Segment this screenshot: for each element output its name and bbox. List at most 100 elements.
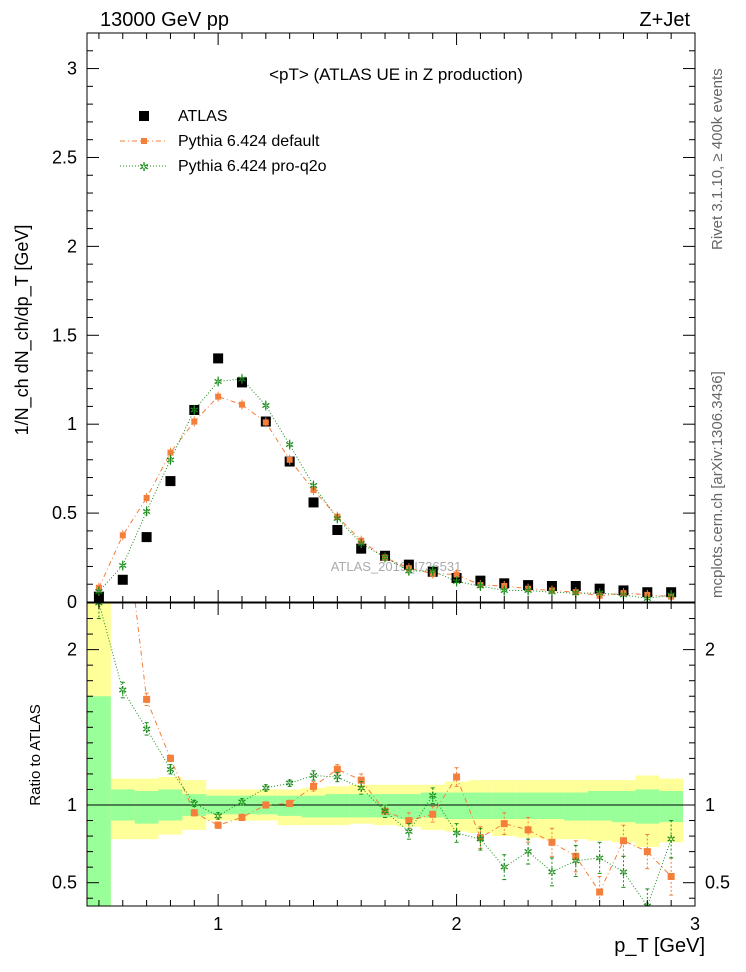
ratio-default-point xyxy=(453,773,461,781)
proq2o-data-point: ✲ xyxy=(118,561,127,573)
ratio-proq2o-point: ✲ xyxy=(309,770,318,782)
proq2o-data-point: ✲ xyxy=(333,513,342,525)
default-data-point xyxy=(453,571,460,578)
legend-label-default: Pythia 6.424 default xyxy=(178,133,320,150)
x-tick-label: 3 xyxy=(690,914,700,934)
proq2o-data-point: ✲ xyxy=(667,590,676,602)
main-y-label: 1/N_ch dN_ch/dp_T [GeV] xyxy=(12,225,33,436)
proq2o-data-point: ✲ xyxy=(94,586,103,598)
ratio-default-point xyxy=(643,848,651,856)
proq2o-data-point: ✲ xyxy=(357,538,366,550)
ratio-proq2o-point: ✲ xyxy=(190,798,199,810)
ratio-proq2o-point: ✲ xyxy=(357,783,366,795)
proq2o-data-point: ✲ xyxy=(190,405,199,417)
ratio-default-point xyxy=(333,765,341,773)
default-data-point xyxy=(143,494,150,501)
legend-marker-atlas xyxy=(139,111,149,121)
ratio-default-point xyxy=(667,872,675,880)
ratio-default-point xyxy=(405,817,413,825)
ratio-default-point xyxy=(429,810,437,818)
ratio-proq2o-point: ✲ xyxy=(142,724,151,736)
y-tick-label: 3 xyxy=(67,59,77,79)
proq2o-data-point: ✲ xyxy=(476,581,485,593)
ratio-default-point xyxy=(119,494,126,501)
stat-uncertainty-band xyxy=(563,792,588,821)
ratio-proq2o-point: ✲ xyxy=(595,853,604,865)
ratio-proq2o-point: ✲ xyxy=(118,685,127,697)
ratio-y-tick-label-left: 2 xyxy=(67,640,77,660)
default-data-point xyxy=(119,532,126,539)
ratio-proq2o-point: ✲ xyxy=(476,834,485,846)
proq2o-data-point: ✲ xyxy=(571,588,580,600)
y-tick-label: 1 xyxy=(67,414,77,434)
atlas-data-point xyxy=(165,476,176,487)
ratio-y-label: Ratio to ATLAS xyxy=(27,704,44,805)
legend-marker-proq2o: ✲ xyxy=(139,160,149,174)
ratio-proq2o-point: ✲ xyxy=(166,764,175,776)
y-tick-label: 1.5 xyxy=(52,325,77,345)
ratio-default-point xyxy=(619,837,627,845)
ratio-proq2o-point: ✲ xyxy=(547,867,556,879)
ratio-proq2o-point: ✲ xyxy=(237,797,246,809)
ratio-proq2o-point: ✲ xyxy=(285,778,294,790)
atlas-data-point xyxy=(141,532,152,543)
proq2o-data-point: ✲ xyxy=(404,566,413,578)
rivet-label: Rivet 3.1.10, ≥ 400k events xyxy=(709,68,726,250)
ratio-proq2o-point: ✲ xyxy=(333,772,342,784)
x-tick-label: 1 xyxy=(213,914,223,934)
x-axis-label: p_T [GeV] xyxy=(614,935,705,957)
ratio-frame xyxy=(86,602,696,907)
stat-uncertainty-band xyxy=(635,789,660,824)
atlas-data-point xyxy=(213,353,224,364)
y-tick-label: 2.5 xyxy=(52,147,77,167)
ratio-proq2o-point: ✲ xyxy=(619,867,628,879)
atlas-data-point xyxy=(308,497,319,508)
stat-uncertainty-band xyxy=(444,792,469,819)
ratio-proq2o-point: ✲ xyxy=(523,847,532,859)
default-data-point xyxy=(238,401,245,408)
ratio-proq2o-point: ✲ xyxy=(428,791,437,803)
default-data-point xyxy=(215,393,222,400)
ratio-y-tick-label-right: 0.5 xyxy=(705,873,730,893)
stat-uncertainty-band xyxy=(325,794,350,818)
proq2o-data-point: ✲ xyxy=(214,377,223,389)
watermark: ATLAS_2019_I736531 xyxy=(331,559,462,574)
ratio-default-point xyxy=(262,801,270,809)
proq2o-data-point: ✲ xyxy=(285,440,294,452)
ratio-proq2o-point: ✲ xyxy=(452,828,461,840)
proq2o-data-point: ✲ xyxy=(166,455,175,467)
proq2o-data-point: ✲ xyxy=(237,374,246,386)
ratio-proq2o-point: ✲ xyxy=(214,811,223,823)
ratio-default-point xyxy=(286,799,294,807)
proq2o-data-point: ✲ xyxy=(500,585,509,597)
legend-marker-default xyxy=(141,138,147,144)
atlas-data-point xyxy=(117,574,128,585)
stat-uncertainty-band xyxy=(301,795,326,818)
ratio-default-point xyxy=(190,809,198,817)
proq2o-data-point: ✲ xyxy=(523,585,532,597)
legend-label-proq2o: Pythia 6.424 pro-q2o xyxy=(178,158,327,175)
ratio-default-point xyxy=(166,754,174,762)
ratio-default-point xyxy=(524,826,532,834)
ratio-y-tick-label-right: 2 xyxy=(705,640,715,660)
ratio-proq2o-point: ✲ xyxy=(404,826,413,838)
ratio-default-point xyxy=(95,537,102,544)
stat-uncertainty-band xyxy=(134,791,159,824)
proq2o-data-point: ✲ xyxy=(619,590,628,602)
plot-title: <pT> (ATLAS UE in Z production) xyxy=(269,65,523,84)
stat-uncertainty-band xyxy=(492,792,517,819)
ratio-default-point xyxy=(548,838,556,846)
default-data-point xyxy=(191,418,198,425)
ratio-proq2o-point: ✲ xyxy=(500,862,509,874)
ratio-default-point xyxy=(500,820,508,828)
y-tick-label: 0.5 xyxy=(52,503,77,523)
ratio-series-line xyxy=(98,603,672,906)
mcplots-label: mcplots.cern.ch [arXiv:1306.3436] xyxy=(709,371,726,598)
atlas-data-point xyxy=(356,543,367,554)
ratio-proq2o-point: ✲ xyxy=(261,783,270,795)
proq2o-data-point: ✲ xyxy=(142,506,151,518)
proq2o-data-point: ✲ xyxy=(380,553,389,565)
stat-uncertainty-band xyxy=(87,696,111,906)
stat-uncertainty-band xyxy=(349,794,374,818)
